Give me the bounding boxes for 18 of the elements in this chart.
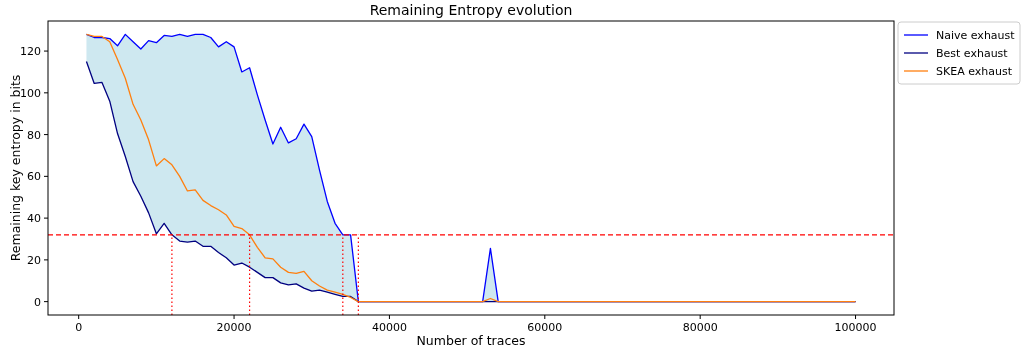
x-tick-label: 40000 (371, 321, 407, 334)
y-tick-label: 80 (27, 128, 41, 142)
x-tick-label: 20000 (216, 321, 252, 334)
legend-label: SKEA exhaust (936, 65, 1013, 78)
x-tick-label: 80000 (682, 321, 718, 334)
x-tick-label: 60000 (527, 321, 563, 334)
y-tick-label: 0 (34, 295, 41, 309)
x-tick-label: 0 (75, 321, 83, 334)
y-tick-label: 60 (27, 170, 41, 184)
legend-label: Naive exhaust (936, 29, 1016, 42)
y-tick-label: 120 (20, 45, 41, 59)
y-tick-label: 40 (27, 212, 41, 226)
legend-label: Best exhaust (936, 47, 1009, 60)
x-tick-label: 100000 (834, 321, 877, 334)
chart-title: Remaining Entropy evolution (369, 2, 573, 18)
x-axis-title: Number of traces (416, 333, 526, 348)
y-tick-label: 100 (20, 86, 41, 100)
y-tick-label: 20 (27, 253, 41, 267)
